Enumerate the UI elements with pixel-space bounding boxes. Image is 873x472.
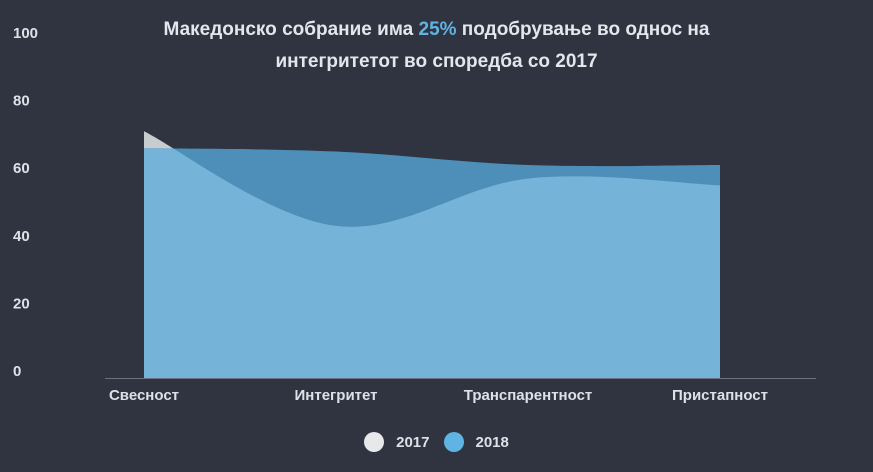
legend-item-2018[interactable]: 2018 <box>443 432 509 452</box>
y-tick-label: 40 <box>13 228 30 245</box>
y-tick-label: 0 <box>13 363 21 380</box>
legend-item-2017[interactable]: 2017 <box>364 432 430 452</box>
x-tick-label: Транспарентност <box>464 387 593 404</box>
y-tick-label: 60 <box>13 160 30 177</box>
legend-swatch-2017 <box>364 432 385 452</box>
title-part-1: Македонско собрание има <box>163 19 419 40</box>
y-axis-ticks: 0 20 40 60 80 100 <box>13 25 38 380</box>
legend-label-2018: 2018 <box>475 433 509 451</box>
title-part-2: подобрување во однос на <box>456 19 710 40</box>
x-tick-label: Свесност <box>109 387 179 404</box>
x-tick-label: Интегритет <box>295 387 378 404</box>
y-tick-label: 100 <box>13 25 38 42</box>
x-axis-ticks: Свесност Интегритет Транспарентност Пристап… <box>109 387 768 404</box>
x-tick-label: Пристапност <box>672 387 768 404</box>
y-tick-label: 80 <box>13 93 30 110</box>
legend-swatch-2018 <box>443 432 464 452</box>
chart-title-line-2: интегритетот во споредба со 2017 <box>275 51 598 72</box>
chart-title: Македонско собрание има 25% подобрување … <box>0 14 873 78</box>
title-highlight: 25% <box>418 19 457 40</box>
y-tick-label: 20 <box>13 295 30 312</box>
legend: 2017 2018 <box>0 432 873 452</box>
legend-label-2017: 2017 <box>396 433 430 451</box>
area-series <box>144 131 720 378</box>
chart-title-line-1: Македонско собрание има 25% подобрување … <box>0 14 873 46</box>
